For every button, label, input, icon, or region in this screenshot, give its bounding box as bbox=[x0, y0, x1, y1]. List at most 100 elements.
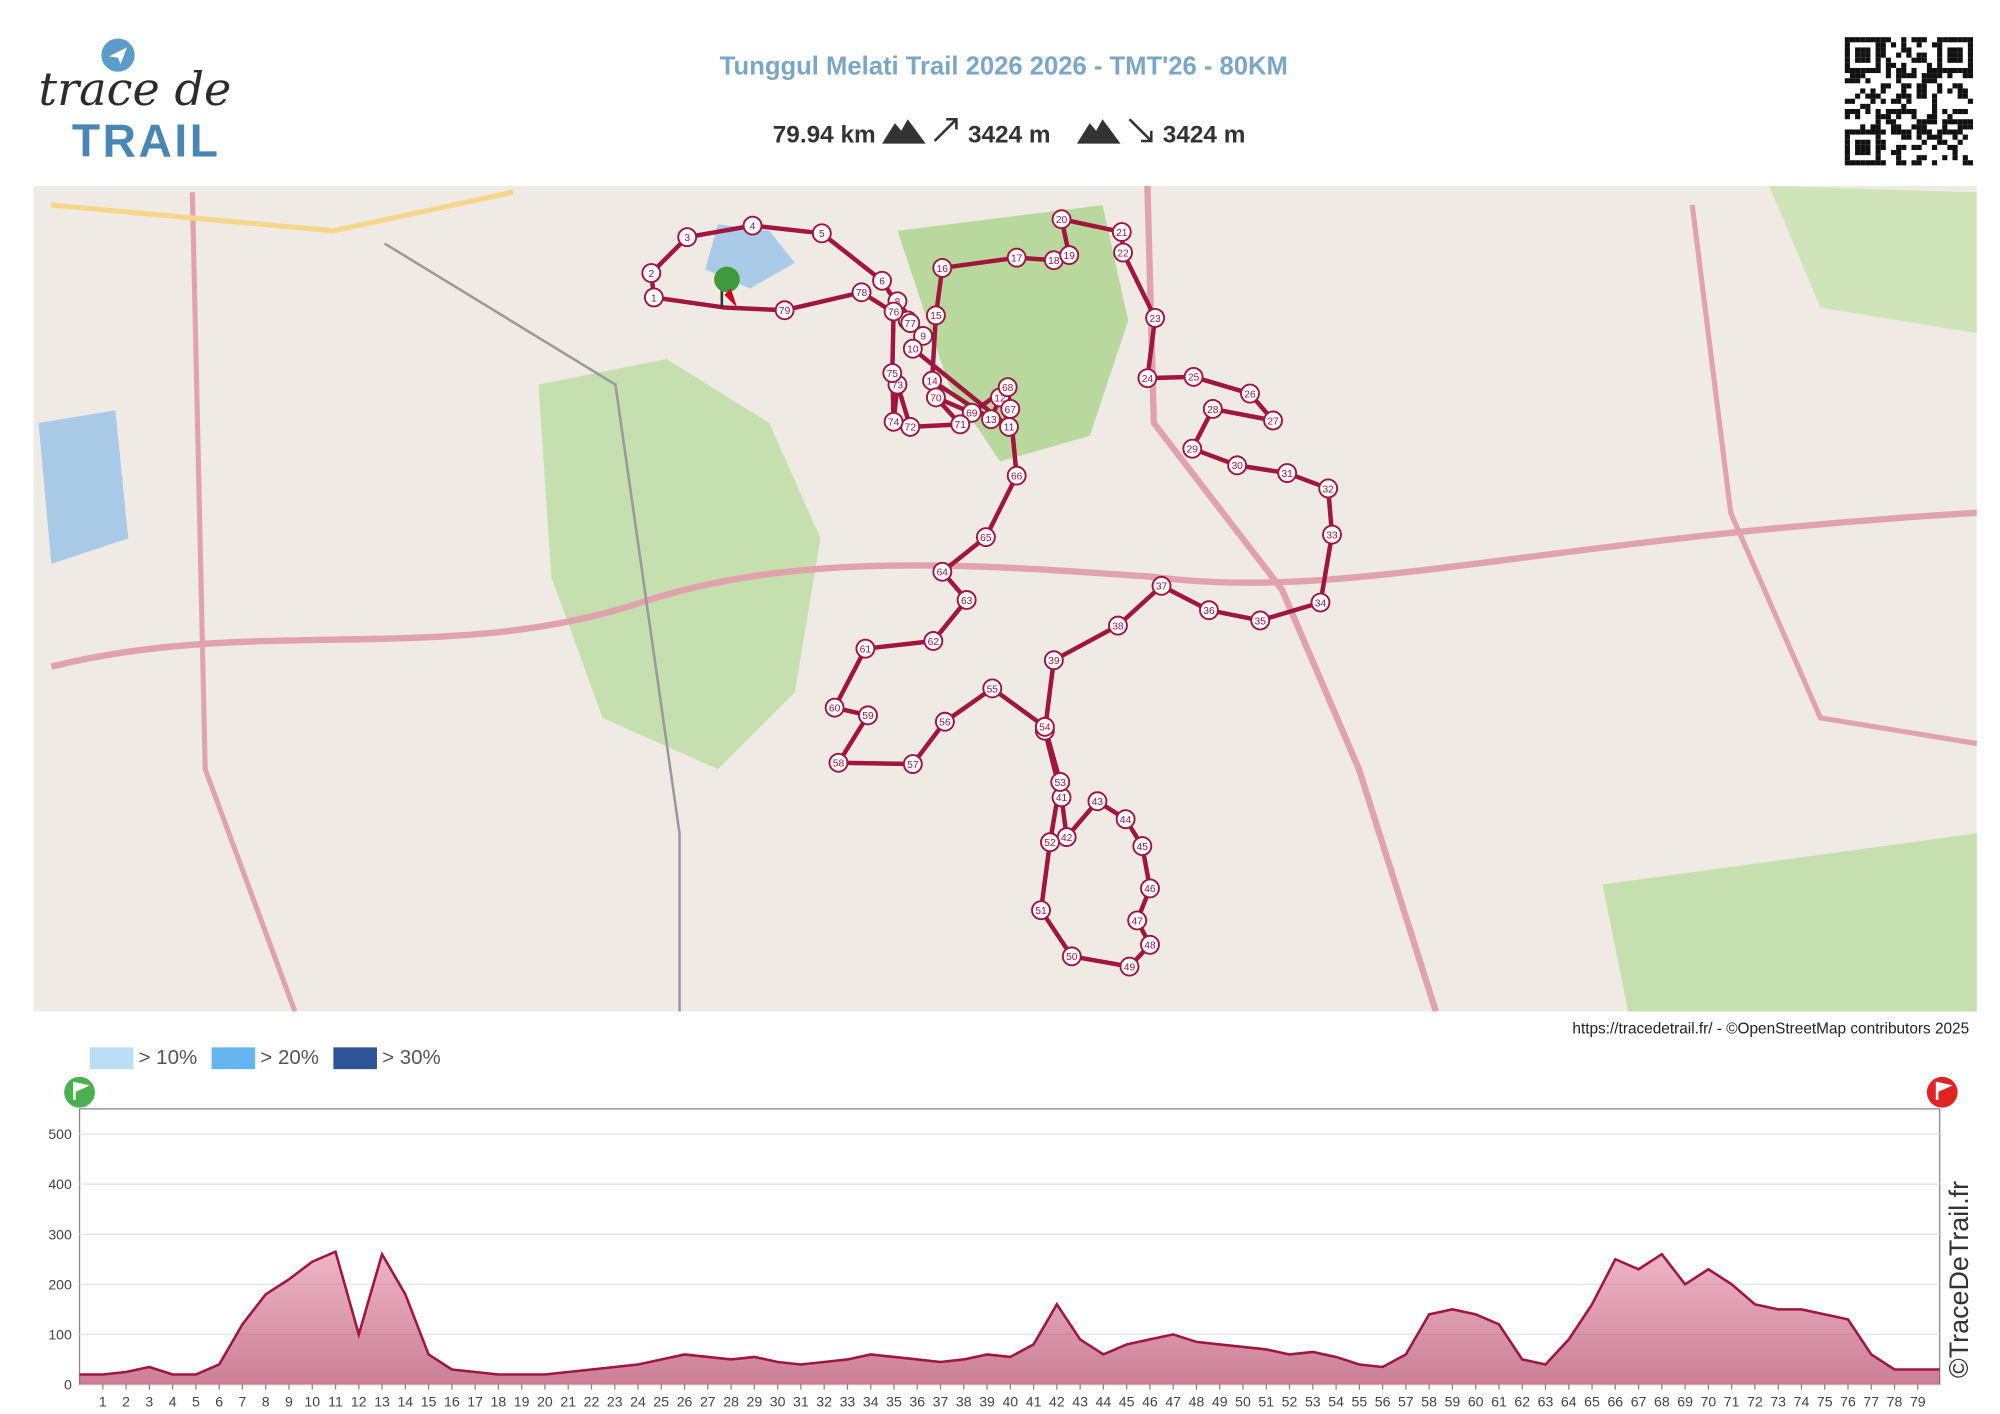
x-tick-label: 36 bbox=[909, 1393, 925, 1409]
qr-cell bbox=[1844, 108, 1850, 115]
checkpoint-label: 20 bbox=[1056, 215, 1068, 226]
qr-cell bbox=[1880, 52, 1886, 58]
qr-cell bbox=[1896, 67, 1902, 74]
qr-cell bbox=[1901, 47, 1907, 53]
checkpoint-label: 39 bbox=[1048, 656, 1060, 667]
checkpoint bbox=[774, 300, 795, 321]
checkpoint bbox=[742, 215, 763, 236]
qr-cell bbox=[1844, 134, 1850, 140]
qr-cell bbox=[1952, 149, 1958, 156]
checkpoint-label: 69 bbox=[966, 409, 978, 420]
checkpoint-label: 76 bbox=[888, 307, 900, 318]
checkpoint bbox=[1182, 438, 1203, 459]
x-tick-label: 71 bbox=[1724, 1393, 1740, 1409]
qr-cell bbox=[1885, 37, 1891, 43]
qr-cell bbox=[1844, 67, 1850, 74]
checkpoint-label: 73 bbox=[892, 380, 904, 391]
checkpoint bbox=[961, 402, 982, 423]
road bbox=[51, 189, 514, 234]
y-tick-label: 400 bbox=[48, 1176, 72, 1192]
qr-cell bbox=[1880, 47, 1886, 53]
checkpoint bbox=[828, 752, 849, 773]
qr-cell bbox=[1855, 52, 1861, 58]
qr-cell bbox=[1880, 144, 1886, 150]
qr-cell bbox=[1844, 57, 1850, 63]
legend-swatch bbox=[89, 1047, 134, 1070]
down-arrow bbox=[1128, 118, 1153, 143]
qr-cell bbox=[1962, 73, 1968, 79]
qr-cell bbox=[1844, 149, 1850, 156]
x-tick-label: 50 bbox=[1235, 1393, 1251, 1409]
qr-cell bbox=[1896, 78, 1902, 84]
qr-cell bbox=[1942, 37, 1948, 43]
checkpoint bbox=[1115, 809, 1136, 830]
x-tick-label: 48 bbox=[1189, 1393, 1205, 1409]
checkpoint bbox=[934, 711, 955, 732]
qr-cell bbox=[1967, 67, 1974, 74]
qr-cell bbox=[1875, 155, 1881, 161]
highway bbox=[189, 192, 298, 1012]
highway bbox=[50, 509, 1977, 670]
checkpoint bbox=[1140, 878, 1160, 899]
forest bbox=[1602, 833, 1977, 1012]
x-tick-label: 4 bbox=[169, 1393, 177, 1409]
qr-cell bbox=[1885, 83, 1891, 89]
x-tick-label: 31 bbox=[793, 1393, 809, 1409]
checkpoint-label: 38 bbox=[1112, 621, 1124, 632]
checkpoint bbox=[1087, 791, 1108, 812]
x-tick-label: 65 bbox=[1584, 1393, 1600, 1409]
qr-cell bbox=[1931, 119, 1938, 125]
checkpoint bbox=[1227, 455, 1248, 476]
qr-cell bbox=[1947, 52, 1953, 58]
x-tick-label: 38 bbox=[956, 1393, 972, 1409]
qr-cell bbox=[1962, 155, 1968, 161]
qr-cell bbox=[1921, 129, 1927, 135]
title: Tunggul Melati Trail 2026 2026 - TMT'26 … bbox=[720, 52, 1288, 80]
qr-cell bbox=[1962, 67, 1968, 74]
checkpoint bbox=[1151, 575, 1172, 596]
qr-cell bbox=[1916, 42, 1922, 48]
qr-cell bbox=[1962, 134, 1968, 140]
qr-cell bbox=[1947, 129, 1953, 135]
qr-cell bbox=[1844, 52, 1850, 58]
checkpoint bbox=[1108, 615, 1128, 636]
qr-cell bbox=[1896, 98, 1902, 104]
qr-cell bbox=[1896, 114, 1902, 120]
checkpoint bbox=[851, 282, 872, 303]
qr-cell bbox=[1901, 88, 1907, 94]
qr-cell bbox=[1962, 88, 1968, 94]
checkpoint-label: 28 bbox=[1207, 405, 1219, 416]
qr-cell bbox=[1860, 103, 1866, 109]
checkpoint-label: 54 bbox=[1039, 723, 1051, 734]
qr-cell bbox=[1875, 52, 1881, 58]
checkpoint bbox=[824, 697, 845, 718]
qr-cell bbox=[1947, 114, 1953, 120]
qr-cell bbox=[1942, 129, 1948, 135]
qr-cell bbox=[1896, 73, 1902, 79]
qr-cell bbox=[1921, 155, 1927, 161]
checkpoint-label: 58 bbox=[833, 759, 845, 770]
qr-cell bbox=[1937, 139, 1943, 145]
qr-cell bbox=[1896, 129, 1902, 135]
qr-cell bbox=[1942, 124, 1948, 130]
checkpoint bbox=[932, 257, 953, 278]
x-tick-label: 67 bbox=[1631, 1393, 1647, 1409]
qr-cell bbox=[1967, 42, 1974, 48]
checkpoint bbox=[1145, 307, 1166, 328]
checkpoint-label: 68 bbox=[1002, 383, 1014, 394]
qr-cell bbox=[1901, 129, 1907, 135]
qr-cell bbox=[1952, 67, 1958, 74]
qr-cell bbox=[1885, 114, 1891, 120]
qr-cell bbox=[1916, 52, 1922, 58]
qr-cell bbox=[1875, 144, 1881, 150]
qr-cell bbox=[1921, 139, 1927, 145]
qr-cell bbox=[1890, 124, 1897, 130]
qr-cell bbox=[1855, 144, 1861, 150]
highway bbox=[1689, 204, 1977, 747]
checkpoint-label: 42 bbox=[1061, 833, 1073, 844]
qr-cell bbox=[1952, 108, 1958, 115]
qr-cell bbox=[1962, 160, 1968, 166]
x-tick-label: 9 bbox=[285, 1393, 293, 1409]
checkpoint bbox=[643, 287, 664, 308]
qr-cell bbox=[1937, 52, 1943, 58]
